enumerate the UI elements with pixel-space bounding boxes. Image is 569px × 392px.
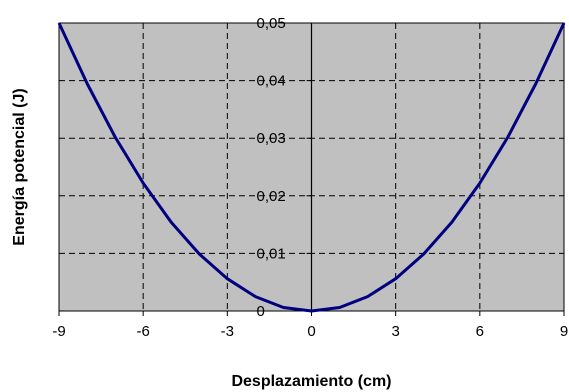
x-tick-label: 0 [307, 323, 315, 340]
x-tick-label: -3 [221, 323, 234, 340]
y-tick-label: 0,03 [257, 130, 286, 147]
x-tick-label: 6 [476, 323, 484, 340]
x-axis-title: Desplazamiento (cm) [231, 373, 391, 390]
series-layer [57, 22, 566, 313]
y-tick-label: 0,05 [257, 15, 286, 32]
tick-labels: 0 0,01 0,02 0,03 0,04 0,05 -9 -6 -3 0 3 6 9 [52, 15, 568, 340]
y-axis-title: Energía potencial (J) [11, 88, 28, 245]
grid-lines [59, 23, 564, 311]
y-tick-label: 0,02 [257, 188, 286, 205]
y-tick-label: 0,04 [257, 73, 286, 90]
y-tick-label: 0 [257, 303, 265, 320]
y-tick-label: 0,01 [257, 245, 286, 262]
x-tick-label: 3 [391, 323, 399, 340]
x-tick-label: 9 [560, 323, 568, 340]
series-line-0 [57, 22, 566, 313]
x-tick-label: -9 [52, 323, 65, 340]
x-tick-label: -6 [136, 323, 149, 340]
